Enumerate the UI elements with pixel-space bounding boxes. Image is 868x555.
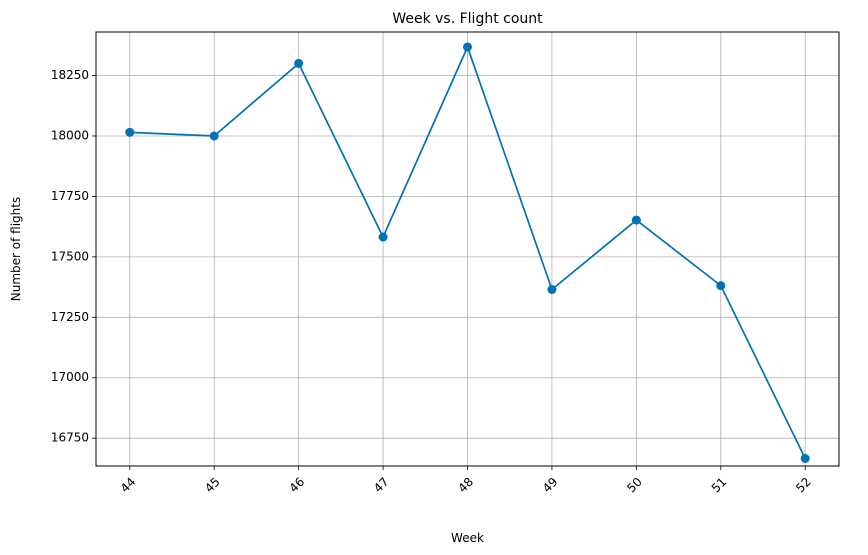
- data-point: [125, 127, 135, 137]
- x-tick-label: 52: [793, 475, 814, 496]
- data-point: [378, 232, 388, 242]
- x-tick-label: 44: [118, 475, 139, 496]
- y-tick-label: 17750: [51, 189, 89, 203]
- data-point: [463, 42, 472, 52]
- data-point: [631, 215, 641, 225]
- x-tick-label: 48: [455, 475, 476, 496]
- y-tick-label: 16750: [51, 431, 89, 445]
- grid-lines: [96, 32, 839, 466]
- x-tick-label: 47: [371, 475, 392, 496]
- chart-title: Week vs. Flight count: [392, 11, 543, 27]
- y-tick-label: 17000: [51, 370, 89, 384]
- data-point: [547, 284, 557, 294]
- x-axis-label: Week: [451, 531, 484, 545]
- x-tick-label: 49: [540, 475, 561, 496]
- x-tick-label: 51: [709, 475, 730, 496]
- data-point: [716, 281, 726, 291]
- x-tick-label: 46: [287, 475, 308, 496]
- data-point: [209, 131, 219, 141]
- y-tick-label: 17500: [51, 249, 89, 263]
- y-tick-label: 18000: [51, 128, 89, 142]
- y-tick-label: 17250: [51, 310, 89, 324]
- x-tick-label: 45: [202, 475, 223, 496]
- data-point: [800, 454, 810, 464]
- axis-ticks: 44 45 46 47 48 49 50 51 52 16750 17000 17250 17500 17…: [51, 68, 814, 495]
- y-axis-label: Number of flights: [9, 197, 23, 301]
- x-tick-label: 50: [624, 475, 645, 496]
- data-point: [294, 58, 304, 68]
- series-layer: [125, 42, 810, 464]
- y-tick-label: 18250: [51, 68, 89, 82]
